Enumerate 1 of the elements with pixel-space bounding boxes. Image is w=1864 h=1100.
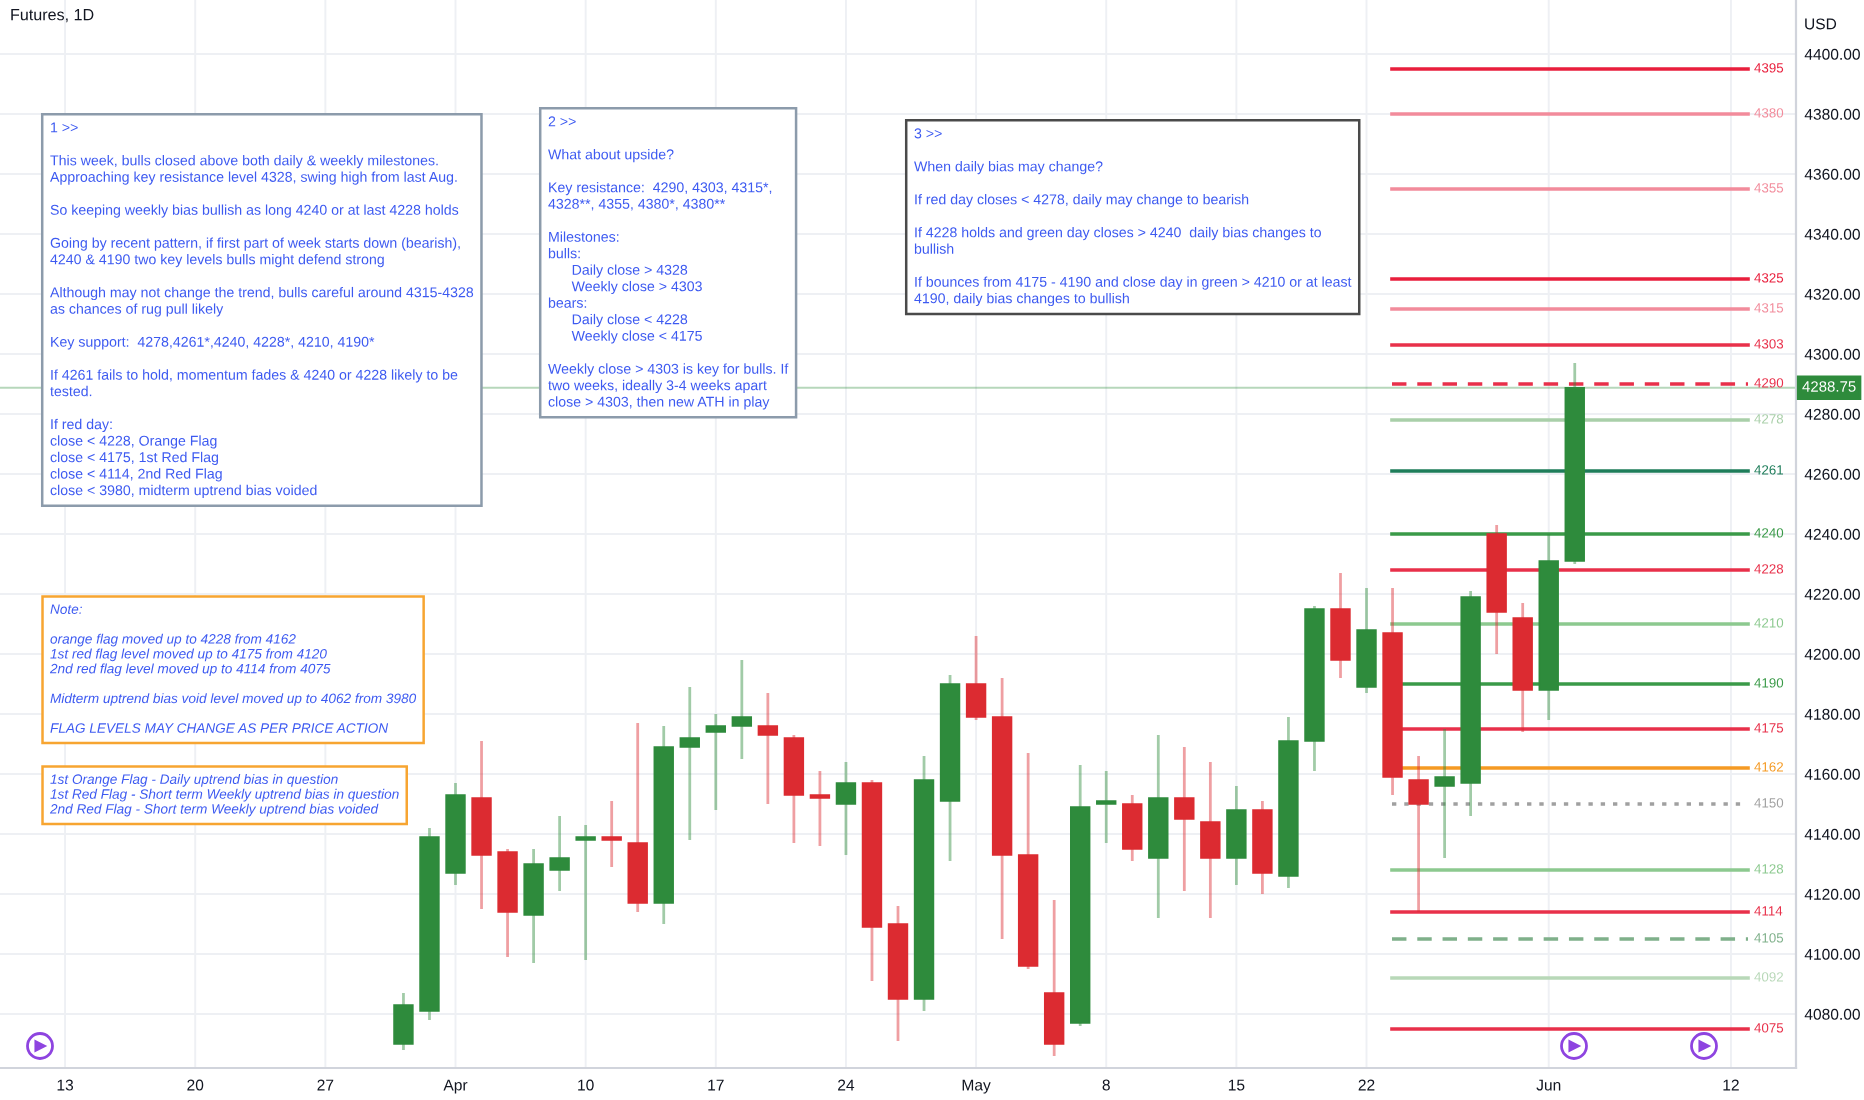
chart-title: Futures, 1D bbox=[11, 9, 94, 23]
